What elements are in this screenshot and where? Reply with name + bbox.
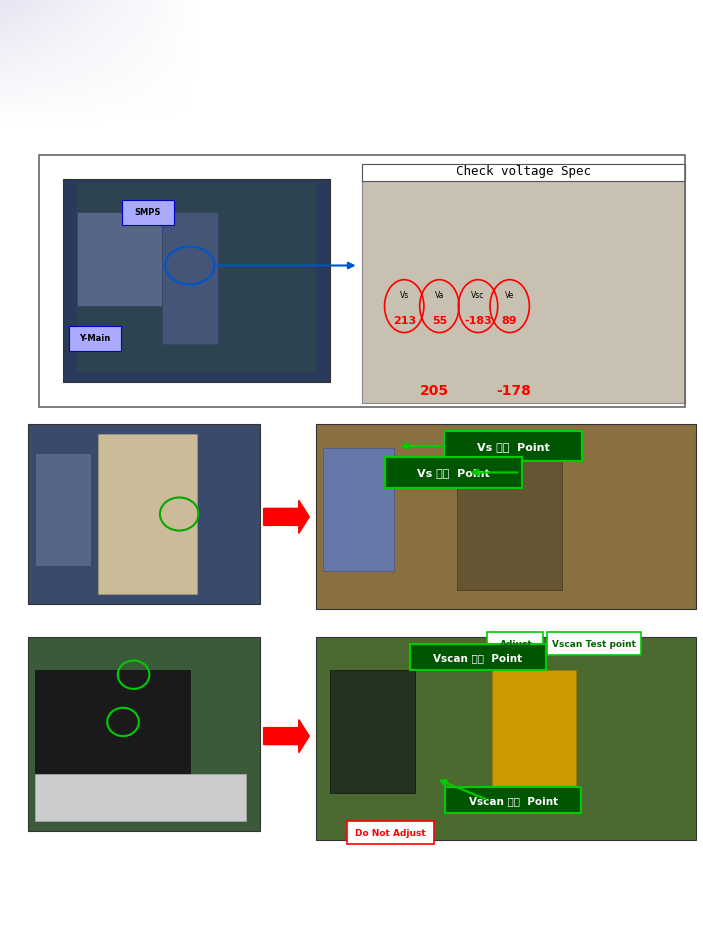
Text: -183: -183 xyxy=(464,316,492,326)
FancyBboxPatch shape xyxy=(122,201,174,226)
Bar xyxy=(362,165,685,182)
Bar xyxy=(63,179,330,382)
Text: Va: Va xyxy=(434,291,444,300)
Text: 89: 89 xyxy=(502,316,517,326)
Text: 55: 55 xyxy=(432,316,447,326)
Bar xyxy=(162,212,218,345)
FancyBboxPatch shape xyxy=(347,821,434,844)
Text: Y-Main: Y-Main xyxy=(79,333,110,343)
Text: Check voltage Spec: Check voltage Spec xyxy=(456,165,591,178)
Bar xyxy=(492,670,576,793)
Text: Ve: Ve xyxy=(505,291,515,300)
FancyBboxPatch shape xyxy=(547,632,641,655)
Bar xyxy=(316,425,696,609)
Text: SMPS: SMPS xyxy=(134,208,161,217)
Bar xyxy=(316,637,696,840)
Text: Vs 조정  Point: Vs 조정 Point xyxy=(417,468,490,478)
FancyBboxPatch shape xyxy=(385,458,522,488)
Text: Vscan Test point: Vscan Test point xyxy=(552,639,636,649)
Bar xyxy=(35,774,246,821)
FancyArrow shape xyxy=(264,500,309,534)
Bar xyxy=(362,165,685,404)
Text: 205: 205 xyxy=(420,384,449,397)
Text: -178: -178 xyxy=(496,384,531,397)
Text: Vs 측정  Point: Vs 측정 Point xyxy=(477,442,550,451)
Bar xyxy=(35,453,91,566)
Bar xyxy=(28,425,260,604)
Bar xyxy=(330,670,415,793)
Bar xyxy=(77,184,316,373)
Text: Vsc: Vsc xyxy=(471,291,485,300)
Bar xyxy=(35,670,190,774)
FancyBboxPatch shape xyxy=(444,431,582,462)
FancyBboxPatch shape xyxy=(69,327,121,351)
Text: Do Not Adjust: Do Not Adjust xyxy=(355,828,425,837)
Text: Vscan 측정  Point: Vscan 측정 Point xyxy=(469,796,557,805)
Text: Vscan 조정  Point: Vscan 조정 Point xyxy=(434,653,522,663)
FancyBboxPatch shape xyxy=(487,632,543,655)
FancyBboxPatch shape xyxy=(410,645,546,670)
Bar xyxy=(323,448,394,571)
Bar xyxy=(77,212,162,307)
Bar xyxy=(28,637,260,831)
Text: Adjust: Adjust xyxy=(501,639,533,649)
Bar xyxy=(98,434,197,595)
Bar xyxy=(457,448,562,590)
Text: 213: 213 xyxy=(393,316,415,326)
FancyArrow shape xyxy=(264,719,309,753)
Text: Vs: Vs xyxy=(399,291,409,300)
FancyBboxPatch shape xyxy=(445,787,581,813)
